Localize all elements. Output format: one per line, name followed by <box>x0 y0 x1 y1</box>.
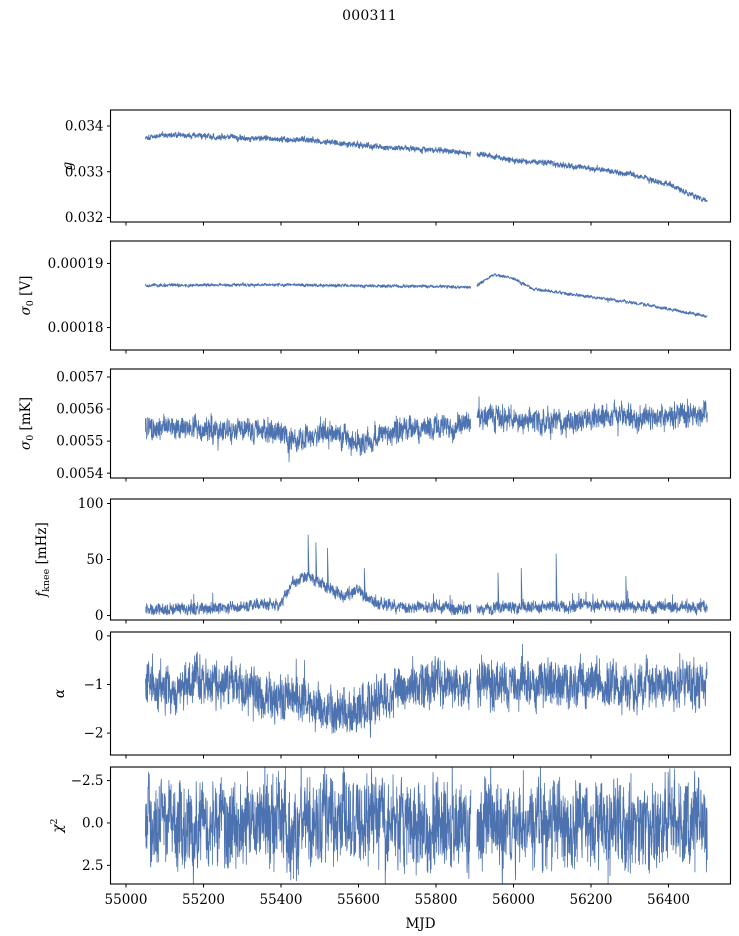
x-tick-label: 56200 <box>570 892 613 908</box>
x-axis-label: MJD <box>405 916 435 932</box>
data-series-line <box>476 590 708 616</box>
data-series-line <box>476 767 708 884</box>
data-series-line <box>555 553 558 607</box>
y-tick-label: 2.5 <box>82 858 103 874</box>
y-tick-label: 0.00019 <box>48 256 104 272</box>
data-series-line <box>144 651 472 738</box>
data-series-line <box>476 151 708 203</box>
panel-3: 0 50 100 fknee [mHz] <box>34 496 732 624</box>
panel-0: 0.032 0.033 0.034 g <box>60 109 732 226</box>
y-axis-label: σ0 [V] <box>18 276 36 316</box>
y-tick-label: 0.0 <box>82 816 103 832</box>
x-tick-label: 55000 <box>105 892 148 908</box>
y-tick-label: 0 <box>95 608 104 624</box>
y-tick-label: 0.0057 <box>56 370 103 386</box>
data-series-line <box>327 547 329 587</box>
y-tick-label: 0.0054 <box>56 466 103 482</box>
y-tick-label: 0.0055 <box>56 434 103 450</box>
y-tick-label: 0.032 <box>65 210 104 226</box>
data-series-line <box>476 643 708 716</box>
data-series-line <box>144 282 472 290</box>
y-tick-label: −2.5 <box>71 773 104 789</box>
y-tick-label: 100 <box>78 496 104 512</box>
y-axis-label: σ0 [mK] <box>18 397 36 450</box>
y-tick-label: −1 <box>84 677 104 693</box>
x-tick-label: 56000 <box>492 892 535 908</box>
axes-frame <box>109 368 732 479</box>
data-series-line <box>520 568 523 607</box>
x-tick-label: 56400 <box>647 892 690 908</box>
y-tick-label: 50 <box>86 552 103 568</box>
panel-1: 0.00018 0.00019 σ0 [V] <box>18 240 732 354</box>
data-series-line <box>144 131 472 159</box>
data-series-line <box>144 411 472 463</box>
y-axis-label: χ2 <box>49 818 66 833</box>
data-series-line <box>497 572 500 608</box>
x-tick-label: 55200 <box>182 892 225 908</box>
axes-frame <box>109 109 732 223</box>
x-tick-label: 55800 <box>415 892 458 908</box>
data-series-line <box>476 273 708 318</box>
y-axis-label: fknee [mHz] <box>34 522 52 598</box>
figure-title: 000311 <box>342 8 397 24</box>
x-tick-label: 55400 <box>260 892 303 908</box>
x-tick-label: 55600 <box>337 892 380 908</box>
y-tick-label: 0 <box>95 628 104 644</box>
y-tick-label: −2 <box>84 726 104 742</box>
axes-frame <box>109 631 732 756</box>
data-series-line <box>363 568 366 596</box>
y-axis-label: α <box>52 689 68 698</box>
y-tick-label: 0.034 <box>65 119 104 135</box>
data-series-line <box>307 534 310 576</box>
data-series-line <box>144 767 472 884</box>
data-series-line <box>145 569 472 616</box>
panel-5: 2.5 0.0 −2.5 55000 55200 55400 55600 55800 56000… <box>49 766 732 908</box>
axes-frame <box>109 240 732 351</box>
y-tick-label: 0.00018 <box>48 320 104 336</box>
y-tick-label: 0.0056 <box>56 402 103 418</box>
panel-2: 0.0054 0.0055 0.0056 0.0057 σ0 [mK] <box>18 368 732 482</box>
y-tick-label: 0.033 <box>65 164 104 180</box>
axes-frame <box>109 766 732 885</box>
panel-4: 0 −1 −2 α <box>52 628 732 759</box>
data-series-line <box>625 575 628 607</box>
y-axis-label: g <box>60 161 76 170</box>
data-series-line <box>476 396 708 441</box>
data-series-line <box>315 542 318 580</box>
